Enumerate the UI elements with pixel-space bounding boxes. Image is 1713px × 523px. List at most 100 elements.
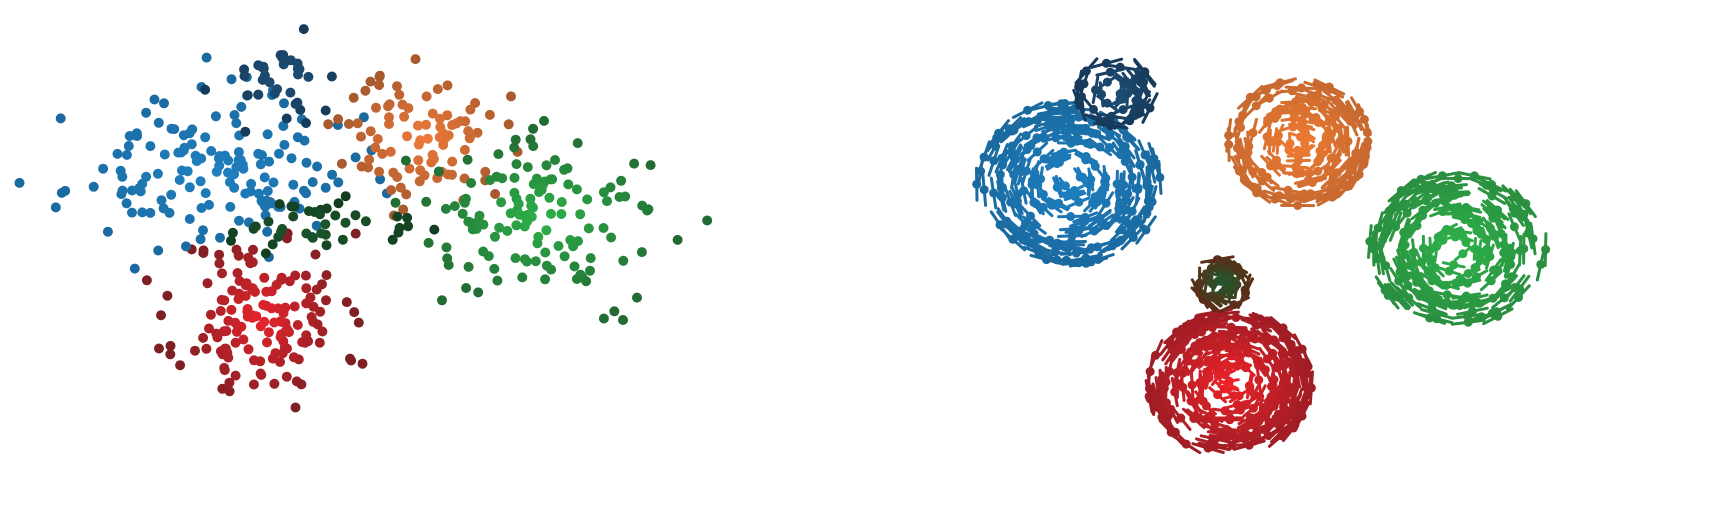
scatter-point-cluster-3	[563, 179, 574, 190]
flow-point-cluster-4	[1102, 98, 1112, 108]
scatter-point-cluster-3	[632, 292, 642, 303]
scatter-point-cluster-3	[598, 187, 609, 198]
flow-point-cluster-0	[1162, 414, 1172, 424]
scatter-point-cluster-0	[202, 278, 213, 289]
scatter-point-cluster-1	[238, 163, 249, 174]
flow-point-cluster-0	[1227, 343, 1237, 352]
scatter-point-cluster-0	[154, 343, 164, 354]
flow-point-cluster-5	[1241, 288, 1250, 298]
scatter-point-cluster-3	[636, 247, 647, 258]
scatter-point-cluster-2	[348, 92, 359, 103]
scatter-point-cluster-1	[320, 182, 331, 193]
flow-point-cluster-3	[1383, 290, 1393, 300]
scatter-point-cluster-3	[519, 254, 530, 265]
scatter-point-cluster-0	[215, 306, 226, 316]
scatter-point-cluster-4	[298, 24, 309, 35]
flow-point-cluster-3	[1509, 222, 1519, 232]
flow-point-cluster-3	[1416, 174, 1426, 184]
flow-point-cluster-3	[1463, 204, 1473, 214]
scatter-point-cluster-2	[394, 89, 405, 100]
scatter-point-cluster-5	[321, 203, 332, 214]
flow-point-cluster-1	[1086, 139, 1096, 149]
flow-point-cluster-2	[1252, 183, 1262, 193]
scatter-point-cluster-0	[306, 312, 317, 322]
scatter-point-cluster-1	[98, 163, 109, 174]
flow-point-cluster-3	[1418, 205, 1428, 215]
scatter-point-cluster-0	[276, 274, 287, 285]
scatter-point-cluster-5	[429, 224, 440, 235]
scatter-point-cluster-3	[585, 265, 595, 276]
flow-point-cluster-1	[1026, 211, 1035, 221]
scatter-point-cluster-3	[494, 222, 505, 233]
scatter-point-cluster-1	[158, 203, 169, 214]
flow-point-cluster-5	[1220, 285, 1230, 295]
flow-point-cluster-0	[1187, 380, 1197, 390]
scatter-point-cluster-0	[303, 336, 314, 347]
scatter-point-cluster-3	[541, 260, 552, 271]
scatter-point-cluster-1	[196, 203, 207, 213]
flow-point-cluster-0	[1249, 436, 1259, 446]
scatter-point-cluster-3	[606, 232, 617, 243]
flow-point-cluster-4	[1138, 100, 1148, 110]
flow-point-cluster-2	[1300, 139, 1310, 148]
scatter-point-cluster-0	[346, 355, 357, 366]
scatter-point-cluster-3	[517, 272, 528, 283]
scatter-point-cluster-2	[365, 76, 376, 87]
scatter-point-cluster-3	[546, 208, 556, 219]
scatter-point-cluster-3	[545, 174, 556, 185]
flow-point-cluster-3	[1458, 249, 1468, 259]
flow-point-cluster-1	[1043, 110, 1053, 120]
scatter-point-cluster-5	[387, 234, 398, 245]
scatter-point-cluster-1	[279, 139, 290, 150]
scatter-point-cluster-3	[553, 241, 564, 251]
scatter-panel-left	[14, 24, 713, 413]
flow-point-cluster-3	[1453, 174, 1463, 183]
scatter-point-cluster-2	[371, 102, 381, 113]
flow-point-cluster-0	[1201, 401, 1211, 411]
scatter-point-cluster-0	[259, 272, 270, 283]
scatter-point-cluster-3	[541, 160, 552, 171]
flow-point-cluster-3	[1509, 192, 1519, 202]
scatter-point-cluster-1	[121, 149, 132, 160]
scatter-point-cluster-3	[490, 231, 500, 242]
flow-point-cluster-3	[1489, 205, 1499, 215]
flow-point-cluster-0	[1144, 391, 1154, 401]
scatter-point-cluster-3	[562, 163, 573, 174]
flow-point-cluster-0	[1164, 366, 1174, 376]
scatter-point-cluster-3	[460, 193, 471, 204]
scatter-point-cluster-1	[224, 177, 235, 188]
scatter-point-cluster-0	[349, 307, 360, 318]
scatter-point-cluster-1	[278, 121, 289, 131]
scatter-point-cluster-3	[400, 155, 411, 166]
scatter-point-cluster-3	[533, 231, 544, 242]
flow-point-cluster-0	[1220, 432, 1230, 442]
scatter-point-cluster-0	[205, 309, 216, 320]
flow-point-cluster-0	[1213, 390, 1223, 400]
scatter-point-cluster-5	[277, 223, 288, 234]
scatter-point-cluster-4	[285, 87, 296, 98]
scatter-point-cluster-3	[509, 187, 520, 198]
flow-point-cluster-1	[1120, 156, 1130, 166]
flow-point-cluster-3	[1524, 227, 1534, 237]
flow-point-cluster-1	[989, 188, 999, 198]
flow-point-cluster-3	[1487, 180, 1497, 189]
scatter-point-cluster-3	[457, 208, 468, 219]
scatter-point-cluster-5	[330, 210, 341, 221]
scatter-point-cluster-2	[399, 111, 410, 122]
flow-point-cluster-3	[1482, 244, 1492, 254]
flow-point-cluster-1	[1074, 225, 1084, 235]
scatter-point-cluster-2	[438, 139, 449, 150]
scatter-point-cluster-3	[502, 225, 513, 236]
flow-point-cluster-3	[1393, 202, 1403, 212]
flow-point-cluster-1	[1047, 200, 1057, 210]
scatter-point-cluster-3	[614, 192, 625, 202]
flow-point-cluster-0	[1253, 356, 1262, 366]
flow-point-cluster-0	[1295, 401, 1305, 411]
scatter-point-cluster-3	[575, 269, 586, 280]
flow-point-cluster-3	[1385, 206, 1394, 216]
scatter-point-cluster-2	[397, 99, 408, 110]
scatter-point-cluster-3	[466, 178, 477, 188]
flow-point-cluster-1	[979, 185, 989, 195]
scatter-point-cluster-1	[292, 132, 303, 143]
flow-point-cluster-2	[1317, 104, 1327, 113]
